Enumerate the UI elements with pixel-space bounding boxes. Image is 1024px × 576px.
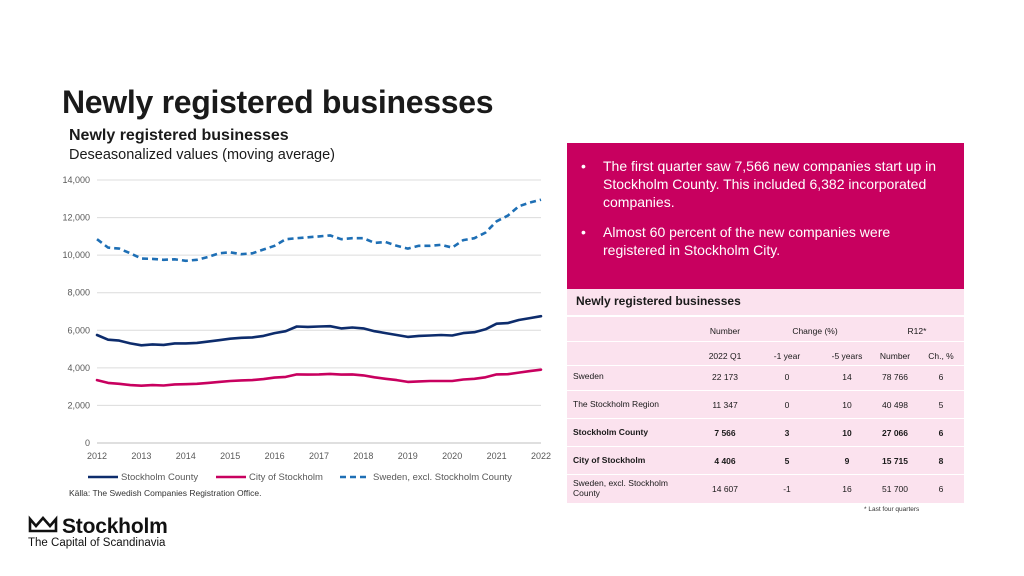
- table-cell: 4 406: [714, 456, 736, 466]
- table-row-label: Sweden: [573, 371, 604, 381]
- x-tick-label: 2020: [442, 451, 462, 461]
- table-title: Newly registered businesses: [576, 294, 741, 308]
- table-cell: 6: [938, 372, 944, 382]
- sub-header: 2022 Q1: [708, 351, 742, 361]
- table-cell: 5: [938, 400, 944, 410]
- legend-label: Stockholm County: [121, 472, 198, 483]
- x-tick-label: 2016: [265, 451, 285, 461]
- table-divider: [567, 418, 964, 419]
- group-header-r12: R12*: [907, 326, 927, 336]
- table-cell: 7 566: [714, 428, 736, 438]
- table-divider: [567, 365, 964, 366]
- table-divider: [567, 390, 964, 391]
- table-cell: 10: [842, 400, 852, 410]
- table-cell: 0: [784, 400, 790, 410]
- source-note: Källa: The Swedish Companies Registratio…: [69, 488, 262, 498]
- x-tick-label: 2015: [220, 451, 240, 461]
- logo-wordmark: Stockholm: [62, 515, 168, 538]
- table-cell: 10: [842, 428, 852, 438]
- table-cell: 15 715: [882, 456, 908, 466]
- table-row-label: Sweden, excl. Stockholm County: [573, 478, 668, 498]
- table-cell: 78 766: [882, 372, 908, 382]
- table-cell: 3: [784, 428, 790, 438]
- table-row-label: City of Stockholm: [573, 455, 646, 465]
- callout-bullet-text: Almost 60 percent of the new companies w…: [603, 224, 891, 258]
- x-tick-label: 2014: [176, 451, 196, 461]
- group-header-change: Change (%): [792, 326, 838, 336]
- group-header-number: Number: [709, 326, 741, 336]
- crown-icon: [28, 515, 58, 533]
- table-divider: [567, 474, 964, 475]
- series-line-2: [96, 198, 542, 263]
- chart-title: Newly registered businesses: [69, 127, 289, 144]
- x-tick-label: 2017: [309, 451, 329, 461]
- series-line-1: [95, 368, 543, 388]
- legend-label: Sweden, excl. Stockholm County: [373, 472, 512, 483]
- chart-subtitle: Deseasonalized values (moving average): [69, 147, 335, 163]
- bullet-mark: •: [581, 224, 586, 240]
- sub-header: Number: [879, 351, 911, 361]
- table-cell: 16: [842, 484, 852, 494]
- x-tick-label: 2012: [87, 451, 107, 461]
- x-tick-label: 2022: [531, 451, 551, 461]
- sub-header: Ch., %: [928, 351, 954, 361]
- table-cell: 6: [938, 428, 944, 438]
- x-tick-label: 2019: [398, 451, 418, 461]
- callout-bullet-text: The first quarter saw 7,566 new companie…: [603, 158, 937, 210]
- chart-legend: Stockholm County City of Stockholm Sweden,…: [88, 472, 512, 483]
- y-axis-ticks: 0 2,000 4,000 6,000 8,000 10,000 12,000 14,000: [62, 175, 90, 448]
- callout-bullet: • The first quarter saw 7,566 new compan…: [581, 157, 946, 211]
- stats-table: Newly registered businesses Number Chang…: [567, 289, 964, 503]
- table-cell: -1: [783, 484, 791, 494]
- table-footnote: * Last four quarters: [864, 506, 920, 513]
- gridlines: [97, 179, 541, 444]
- table-row-label: The Stockholm Region: [573, 399, 659, 409]
- table-cell: 9: [844, 456, 850, 466]
- x-tick-label: 2013: [131, 451, 151, 461]
- table-cell: 14: [842, 372, 852, 382]
- x-tick-label: 2018: [353, 451, 373, 461]
- table-cell: 11 347: [712, 400, 738, 410]
- table-cell: 40 498: [882, 400, 908, 410]
- callout-bullet: • Almost 60 percent of the new companies…: [581, 223, 946, 259]
- table-cell: 14 607: [712, 484, 738, 494]
- sub-header: -5 years: [831, 351, 863, 361]
- bullet-mark: •: [581, 158, 586, 174]
- y-tick-label: 14,000: [62, 175, 90, 185]
- series-lines: [95, 198, 543, 388]
- table-cell: 51 700: [882, 484, 908, 494]
- x-tick-label: 2021: [487, 451, 507, 461]
- y-tick-label: 12,000: [62, 213, 90, 223]
- line-chart: 02,0004,0006,0008,00010,00012,00014,000 …: [62, 175, 551, 483]
- legend-label: City of Stockholm: [249, 472, 323, 483]
- table-cell: 22 173: [712, 372, 738, 382]
- y-tick-label: 4,000: [67, 363, 90, 373]
- callout-box: • The first quarter saw 7,566 new compan…: [567, 143, 964, 289]
- table-cell: 5: [784, 456, 790, 466]
- y-tick-label: 8,000: [67, 288, 90, 298]
- table-cell: 6: [938, 484, 944, 494]
- y-tick-label: 10,000: [62, 250, 90, 260]
- table-cell: 8: [938, 456, 944, 466]
- series-line-0: [95, 314, 543, 347]
- table-divider: [567, 341, 964, 342]
- table-divider: [567, 315, 964, 317]
- table-cell: 0: [784, 372, 790, 382]
- y-tick-label: 6,000: [67, 325, 90, 335]
- table-row-label: Stockholm County: [573, 427, 649, 437]
- y-tick-label: 0: [85, 438, 90, 448]
- table-divider: [567, 446, 964, 447]
- sub-header: -1 year: [773, 351, 801, 361]
- page-title: Newly registered businesses: [62, 84, 494, 120]
- y-tick-label: 2,000: [67, 400, 90, 410]
- x-axis-ticks: 2012 2013 2014 2015 2016 2017 2018 2019 2020 2021…: [87, 451, 551, 461]
- table-cell: 27 066: [882, 428, 908, 438]
- logo-tagline: The Capital of Scandinavia: [28, 537, 166, 549]
